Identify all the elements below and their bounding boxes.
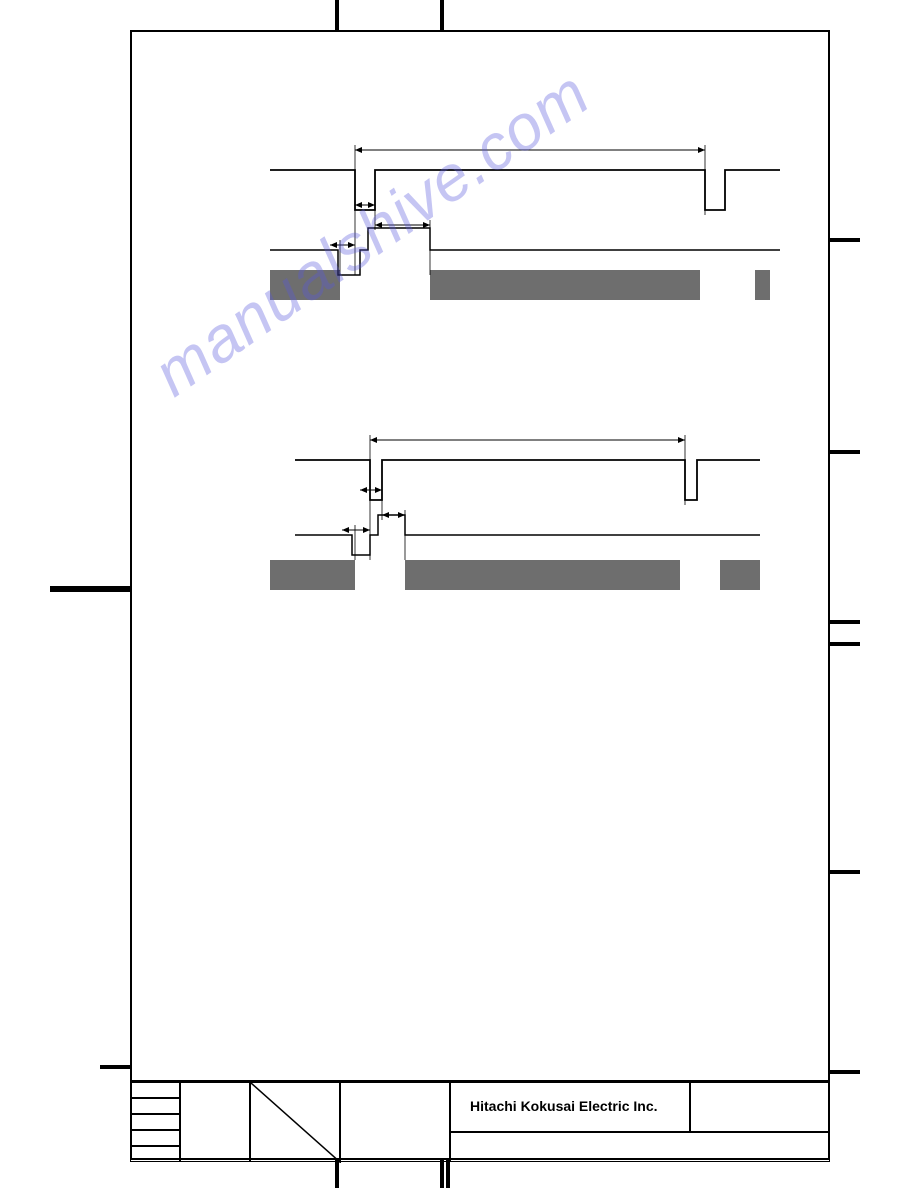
title-block-cell — [130, 1082, 180, 1098]
title-block-cell — [180, 1082, 250, 1162]
title-block-cell — [340, 1082, 450, 1162]
title-block-cell — [130, 1130, 180, 1146]
title-block-cell — [130, 1114, 180, 1130]
timing-diagrams — [0, 0, 918, 1188]
company-name: Hitachi Kokusai Electric Inc. — [470, 1098, 658, 1114]
title-block-cell — [690, 1082, 830, 1132]
title-block-cell — [450, 1132, 830, 1162]
title-block: Hitachi Kokusai Electric Inc. — [130, 1080, 830, 1160]
title-block-cell — [250, 1082, 340, 1162]
title-block-cell — [130, 1098, 180, 1114]
title-block-cell — [130, 1146, 180, 1162]
